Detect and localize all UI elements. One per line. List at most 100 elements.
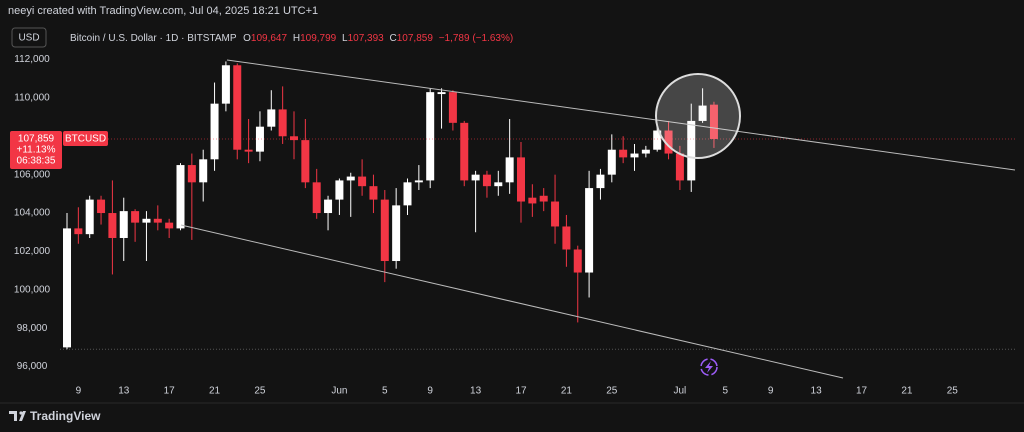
y-tick-label: 110,000 bbox=[14, 93, 50, 104]
y-tick-label: 96,000 bbox=[17, 361, 48, 372]
y-tick-label: 112,000 bbox=[14, 54, 50, 65]
candle-body bbox=[539, 195, 548, 202]
candle-body bbox=[324, 199, 333, 214]
candle-body bbox=[278, 109, 287, 137]
y-tick-label: 98,000 bbox=[17, 323, 48, 334]
change: −1,789 (−1.63%) bbox=[439, 33, 514, 44]
candle-body bbox=[301, 140, 310, 183]
ohlc-key: O bbox=[243, 33, 251, 44]
brand-logo bbox=[9, 411, 26, 421]
candle-body bbox=[562, 226, 571, 250]
candle-body bbox=[187, 165, 196, 183]
candle-body bbox=[460, 122, 469, 181]
candle-body bbox=[392, 205, 401, 262]
candle-body bbox=[505, 157, 514, 183]
y-tick-label: 104,000 bbox=[14, 208, 51, 219]
candle-body bbox=[255, 126, 264, 152]
candle-body bbox=[471, 174, 480, 181]
ticker: BTCUSD bbox=[65, 134, 106, 145]
candle-body bbox=[312, 182, 321, 214]
candle-body bbox=[607, 149, 616, 175]
candle-body bbox=[414, 180, 423, 183]
event-icon[interactable] bbox=[700, 358, 718, 376]
ohlc-value: 109,799 bbox=[300, 33, 337, 44]
y-tick-label: 100,000 bbox=[14, 284, 51, 295]
price-label: 107,859 bbox=[18, 134, 55, 145]
candle-body bbox=[698, 105, 707, 121]
price-change: +11.13% bbox=[16, 145, 55, 156]
candle-body bbox=[63, 228, 71, 348]
candle-body bbox=[448, 92, 457, 123]
ohlc-key: H bbox=[293, 33, 300, 44]
candle-body bbox=[517, 157, 525, 202]
currency[interactable]: USD bbox=[18, 33, 39, 44]
x-tick-label: Jul bbox=[674, 386, 687, 397]
x-tick-label: Jun bbox=[331, 386, 347, 397]
y-tick-label: 102,000 bbox=[14, 246, 51, 257]
candle-body bbox=[244, 149, 253, 152]
highlight-circle bbox=[655, 73, 741, 159]
candle-body bbox=[619, 149, 628, 158]
symbol: Bitcoin / U.S. Dollar · 1D · BITSTAMP bbox=[70, 33, 237, 44]
candle-body bbox=[380, 199, 389, 262]
x-tick-label: 17 bbox=[515, 386, 527, 397]
price-label-box bbox=[10, 130, 62, 169]
candle-body bbox=[97, 199, 106, 214]
x-tick-label: 17 bbox=[856, 386, 868, 397]
x-tick-label: 21 bbox=[561, 386, 573, 397]
candle-body bbox=[585, 188, 594, 273]
x-tick-label: 5 bbox=[723, 386, 729, 397]
x-tick-label: 21 bbox=[901, 386, 913, 397]
candle-body bbox=[267, 109, 276, 127]
candle-body bbox=[199, 159, 208, 183]
x-tick-label: 9 bbox=[427, 386, 433, 397]
candle-body bbox=[210, 103, 219, 160]
candle-body bbox=[176, 165, 185, 229]
y-tick-label: 106,000 bbox=[14, 169, 51, 180]
x-tick-label: 21 bbox=[209, 386, 221, 397]
x-tick-label: 25 bbox=[947, 386, 959, 397]
x-tick-label: 13 bbox=[470, 386, 482, 397]
x-tick-label: 5 bbox=[382, 386, 388, 397]
candle-body bbox=[528, 197, 537, 204]
x-tick-label: 25 bbox=[606, 386, 618, 397]
candle-body bbox=[119, 211, 128, 238]
x-tick-label: 13 bbox=[118, 386, 130, 397]
candle-body bbox=[142, 218, 151, 223]
candle-body bbox=[74, 228, 83, 235]
candle-body bbox=[675, 153, 684, 181]
brand: TradingView bbox=[30, 409, 101, 423]
candle-body bbox=[426, 92, 435, 181]
x-tick-label: 9 bbox=[768, 386, 774, 397]
ohlc-value: 107,393 bbox=[348, 33, 385, 44]
candle-body bbox=[437, 92, 446, 95]
ohlc-value: 107,859 bbox=[397, 33, 434, 44]
trend-line bbox=[180, 224, 844, 379]
candle-body bbox=[403, 182, 412, 206]
candle-body bbox=[221, 65, 230, 104]
x-tick-label: 25 bbox=[254, 386, 266, 397]
candle-body bbox=[482, 174, 491, 187]
candle-body bbox=[709, 104, 718, 139]
candle-body bbox=[165, 222, 174, 229]
x-tick-label: 9 bbox=[76, 386, 82, 397]
candle-body bbox=[233, 65, 242, 150]
candle-body bbox=[153, 218, 162, 223]
ohlc-key: C bbox=[390, 33, 397, 44]
countdown: 06:38:35 bbox=[17, 156, 56, 167]
candle-body bbox=[630, 153, 639, 158]
ohlc-key: L bbox=[342, 33, 348, 44]
candle-body bbox=[335, 180, 344, 200]
candle-body bbox=[85, 199, 94, 235]
ohlc-value: 109,647 bbox=[251, 33, 288, 44]
ohlc-legend: Bitcoin / U.S. Dollar · 1D · BITSTAMP O1… bbox=[70, 33, 513, 44]
candle-body bbox=[290, 136, 298, 141]
candle-body bbox=[108, 213, 117, 238]
currency-box[interactable] bbox=[11, 27, 47, 48]
candle-body bbox=[687, 120, 696, 181]
x-tick-label: 13 bbox=[811, 386, 823, 397]
ticker-box bbox=[63, 130, 108, 146]
credit: neeyi created with TradingView.com, Jul … bbox=[8, 5, 318, 17]
